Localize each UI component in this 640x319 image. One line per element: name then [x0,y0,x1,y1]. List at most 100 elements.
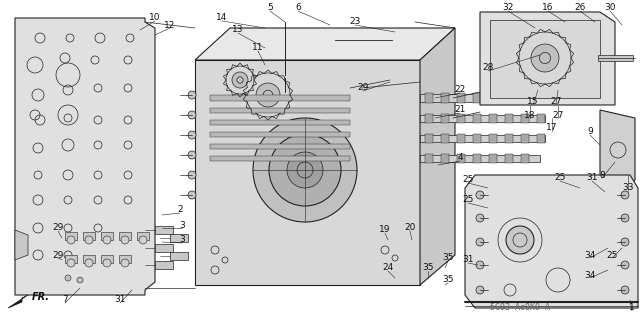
Bar [210,120,350,125]
Text: 35: 35 [422,263,434,272]
Circle shape [121,259,129,267]
Text: 18: 18 [524,110,536,120]
Text: FR.: FR. [32,292,50,302]
Text: 28: 28 [483,63,493,72]
Polygon shape [195,60,420,285]
Circle shape [621,214,629,222]
Polygon shape [195,28,455,60]
Text: 2: 2 [177,205,183,214]
Text: 20: 20 [404,224,416,233]
Circle shape [188,191,196,199]
Polygon shape [600,110,635,188]
Text: 29: 29 [357,84,369,93]
Text: 17: 17 [547,123,557,132]
Bar [473,93,481,103]
Circle shape [246,73,290,117]
Circle shape [621,286,629,294]
Polygon shape [15,18,155,295]
Bar [420,155,540,162]
Text: 8: 8 [599,170,605,180]
Bar [210,156,350,161]
Bar [489,134,497,143]
Bar [425,93,433,103]
Circle shape [256,83,280,107]
Text: 6: 6 [295,4,301,12]
Circle shape [519,32,571,84]
Text: 11: 11 [252,43,264,53]
Circle shape [67,259,75,267]
Text: 29: 29 [52,224,64,233]
Circle shape [506,226,534,254]
Circle shape [103,236,111,244]
Text: 3: 3 [179,235,185,244]
Bar [170,252,188,260]
Bar [119,232,131,240]
Bar [489,114,497,123]
Bar [83,232,95,240]
Bar [521,154,529,163]
Bar [537,93,545,103]
Bar [170,234,188,242]
Bar [457,93,465,103]
Circle shape [85,259,93,267]
Bar [537,134,545,143]
Text: 35: 35 [442,276,454,285]
Circle shape [621,261,629,269]
Bar [210,144,350,149]
Polygon shape [480,12,615,105]
Text: 35: 35 [442,254,454,263]
Text: 23: 23 [349,18,361,26]
Text: 25: 25 [462,196,474,204]
Bar [83,255,95,263]
Circle shape [476,191,484,199]
Bar [537,114,545,123]
Text: 27: 27 [552,110,564,120]
Text: 3: 3 [179,220,185,229]
Bar [210,132,350,137]
Circle shape [65,275,71,281]
Polygon shape [8,295,28,308]
Bar [490,20,600,98]
Polygon shape [15,230,28,260]
Bar [65,232,77,240]
Bar [425,114,433,123]
Bar [65,255,77,263]
Text: 31: 31 [462,256,474,264]
Bar [457,114,465,123]
Bar [505,114,513,123]
Text: 12: 12 [164,20,176,29]
Circle shape [269,134,341,206]
Bar [521,114,529,123]
Text: 7: 7 [62,295,68,305]
Text: 30: 30 [604,4,616,12]
Bar [420,115,545,122]
Bar [155,261,173,269]
Circle shape [621,191,629,199]
Polygon shape [420,28,455,285]
Text: 31: 31 [115,295,125,305]
Circle shape [253,118,357,222]
Text: 10: 10 [149,13,161,23]
Circle shape [232,72,248,88]
Text: 4: 4 [457,153,463,162]
Bar [420,135,545,142]
Bar [598,55,633,61]
Bar [473,154,481,163]
Text: 13: 13 [232,26,244,34]
Circle shape [139,236,147,244]
Bar [119,255,131,263]
Bar [505,93,513,103]
Bar [101,255,113,263]
Circle shape [67,236,75,244]
Text: 22: 22 [454,85,466,94]
Bar [155,226,173,234]
Text: 9: 9 [587,128,593,137]
Circle shape [287,152,323,188]
Circle shape [188,111,196,119]
Bar [420,94,545,102]
Bar [473,114,481,123]
Text: 1: 1 [629,303,635,313]
Circle shape [188,151,196,159]
Circle shape [103,259,111,267]
Bar [441,114,449,123]
